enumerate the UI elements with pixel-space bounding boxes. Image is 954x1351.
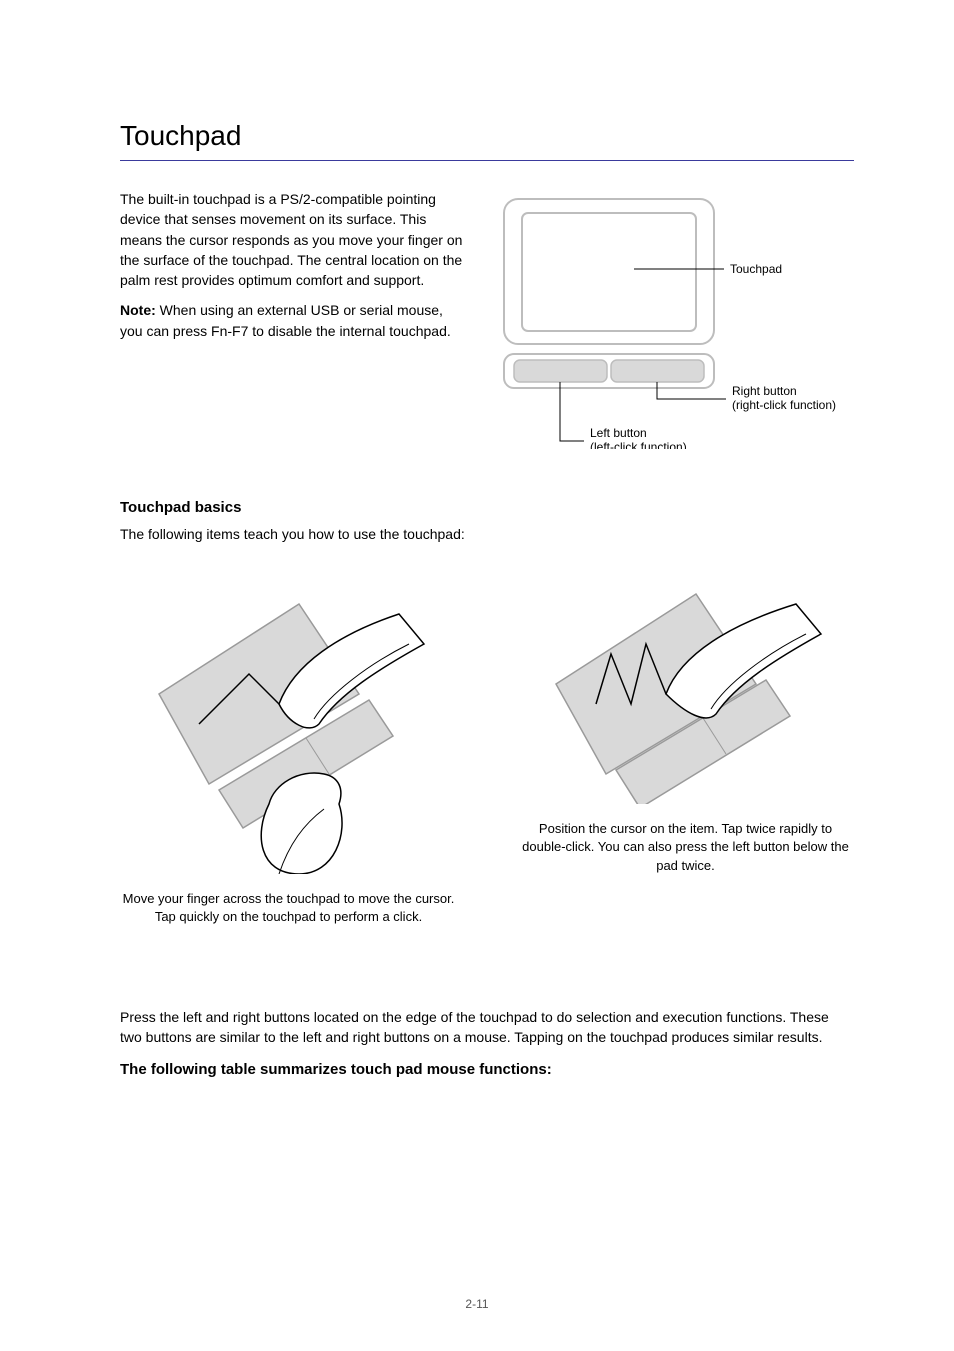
- diagram-label-right-2: (right-click function): [732, 398, 836, 412]
- diagram-label-left-2: (left-click function): [590, 440, 687, 449]
- note-label: Note:: [120, 302, 160, 318]
- diagram-label-right-1: Right button: [732, 384, 797, 398]
- intro-paragraph-1: The built-in touchpad is a PS/2-compatib…: [120, 189, 464, 290]
- fig1-caption: Move your finger across the touchpad to …: [120, 890, 457, 926]
- intro-paragraph-2: Note: When using an external USB or seri…: [120, 300, 464, 341]
- fig2-caption: Position the cursor on the item. Tap twi…: [517, 820, 854, 875]
- bottom-heading: The following table summarizes touch pad…: [120, 1061, 854, 1078]
- touchpad-diagram: Touchpad Right button (right-click funct…: [494, 189, 854, 449]
- fig-double-tap: [536, 574, 836, 804]
- section-rule: [120, 160, 854, 161]
- diagram-label-touchpad: Touchpad: [730, 262, 782, 276]
- note-text: When using an external USB or serial mou…: [120, 302, 451, 338]
- bottom-paragraph-1: Press the left and right buttons located…: [120, 1007, 854, 1048]
- page-number: 2-11: [465, 1297, 488, 1311]
- page-title: Touchpad: [120, 120, 854, 152]
- diagram-label-left-1: Left button: [590, 426, 647, 440]
- fig-move-tap: [139, 574, 439, 874]
- basics-paragraph: The following items teach you how to use…: [120, 524, 854, 544]
- basics-heading: Touchpad basics: [120, 499, 854, 516]
